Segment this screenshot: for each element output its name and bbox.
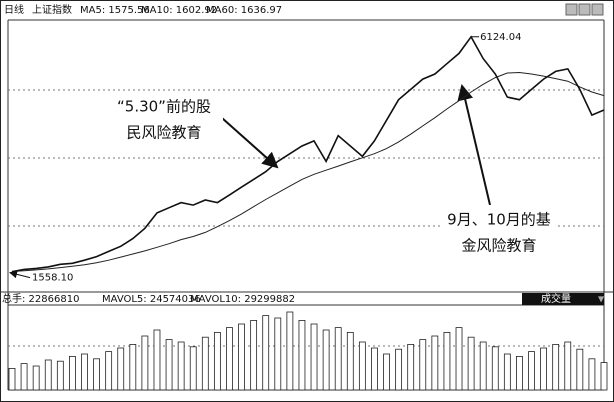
indicator: MA60: 1636.97: [206, 5, 282, 16]
volume-bar: [165, 339, 173, 391]
volume-bar: [177, 341, 185, 391]
volume-bar: [32, 365, 40, 391]
volume-bar: [274, 317, 282, 391]
volume-bar: [250, 319, 258, 391]
annotation-arrow: [221, 117, 279, 169]
volume-bar: [383, 353, 390, 391]
volume-bar: [479, 341, 487, 391]
volume-bar: [213, 331, 221, 391]
volume-bar: [491, 346, 499, 391]
volume-bar: [516, 355, 523, 391]
volume-bar: [600, 362, 608, 391]
annotation-text: 金风险教育: [461, 237, 536, 255]
volume-bar: [467, 336, 475, 391]
volume-bar: [117, 347, 125, 391]
volume-bar: [226, 327, 233, 391]
tool-button[interactable]: [591, 3, 604, 16]
tool-button[interactable]: [565, 3, 578, 16]
ma-line: [11, 71, 605, 272]
annotation-text: 民风险教育: [126, 124, 201, 142]
volume-bar: [20, 363, 28, 391]
low-marker: [9, 270, 31, 279]
volume-bar: [262, 315, 270, 391]
volume-bar: [431, 335, 439, 391]
indicator: MA10: 1602.92: [141, 5, 217, 16]
toolbar: [565, 3, 604, 16]
indicator: MA5: 1575.56: [80, 5, 150, 16]
volume-bar: [105, 351, 113, 391]
volume-button[interactable]: [522, 293, 604, 305]
volume-bar: [93, 358, 100, 391]
volume-bar: [419, 339, 427, 391]
volume-indicator: MAVOL5: 24574036: [102, 294, 201, 305]
low-label: 1558.10: [32, 273, 73, 284]
volume-bar: [322, 329, 330, 391]
volume-bar: [8, 367, 16, 391]
volume-bar: [528, 351, 535, 391]
volume-bar: [346, 331, 354, 391]
annotation-arrow: [457, 84, 491, 206]
volume-button-label[interactable]: 成交量: [541, 292, 571, 305]
volume-bar: [310, 323, 318, 391]
volume-bar: [189, 346, 197, 391]
tool-button[interactable]: [578, 3, 591, 16]
volume-bar: [44, 359, 52, 391]
volume-bar: [552, 343, 560, 391]
annotation-text: 9月、10月的基: [447, 211, 551, 229]
volume-bar: [358, 341, 366, 391]
period: 日线: [4, 3, 24, 16]
volume-bar: [455, 327, 463, 391]
volume-bar: [298, 319, 306, 391]
volume-bar: [576, 348, 584, 391]
volume-indicator: 总手: 22866810: [2, 292, 79, 305]
volume-bar: [153, 329, 161, 391]
volume-bar: [129, 343, 137, 391]
volume-bar: [201, 336, 209, 391]
annotation-box: [440, 205, 558, 263]
volume-bar: [141, 335, 149, 391]
index-name: 上证指数: [32, 3, 72, 16]
annotation-text: “5.30”前的股: [117, 98, 211, 116]
volume-bar: [395, 348, 403, 391]
volume-bar: [69, 355, 76, 391]
volume-bar: [503, 353, 511, 391]
volume-bar: [540, 347, 547, 391]
volume-bar: [334, 327, 342, 391]
volume-bar: [56, 360, 64, 391]
volume-bar: [371, 347, 378, 391]
annotation-box: [105, 92, 223, 150]
volume-indicator: MAVOL10: 29299882: [190, 294, 295, 305]
volume-bar: [81, 353, 88, 391]
volume-bar: [286, 311, 294, 391]
price-line: [11, 35, 605, 273]
high-label: 6124.04: [480, 32, 521, 43]
volume-bar: [238, 323, 245, 391]
volume-bar: [564, 341, 572, 391]
volume-bar: [407, 343, 415, 391]
volume-bar: [588, 358, 596, 391]
volume-bar: [443, 331, 451, 391]
dropdown-arrow: ▼: [598, 295, 605, 304]
